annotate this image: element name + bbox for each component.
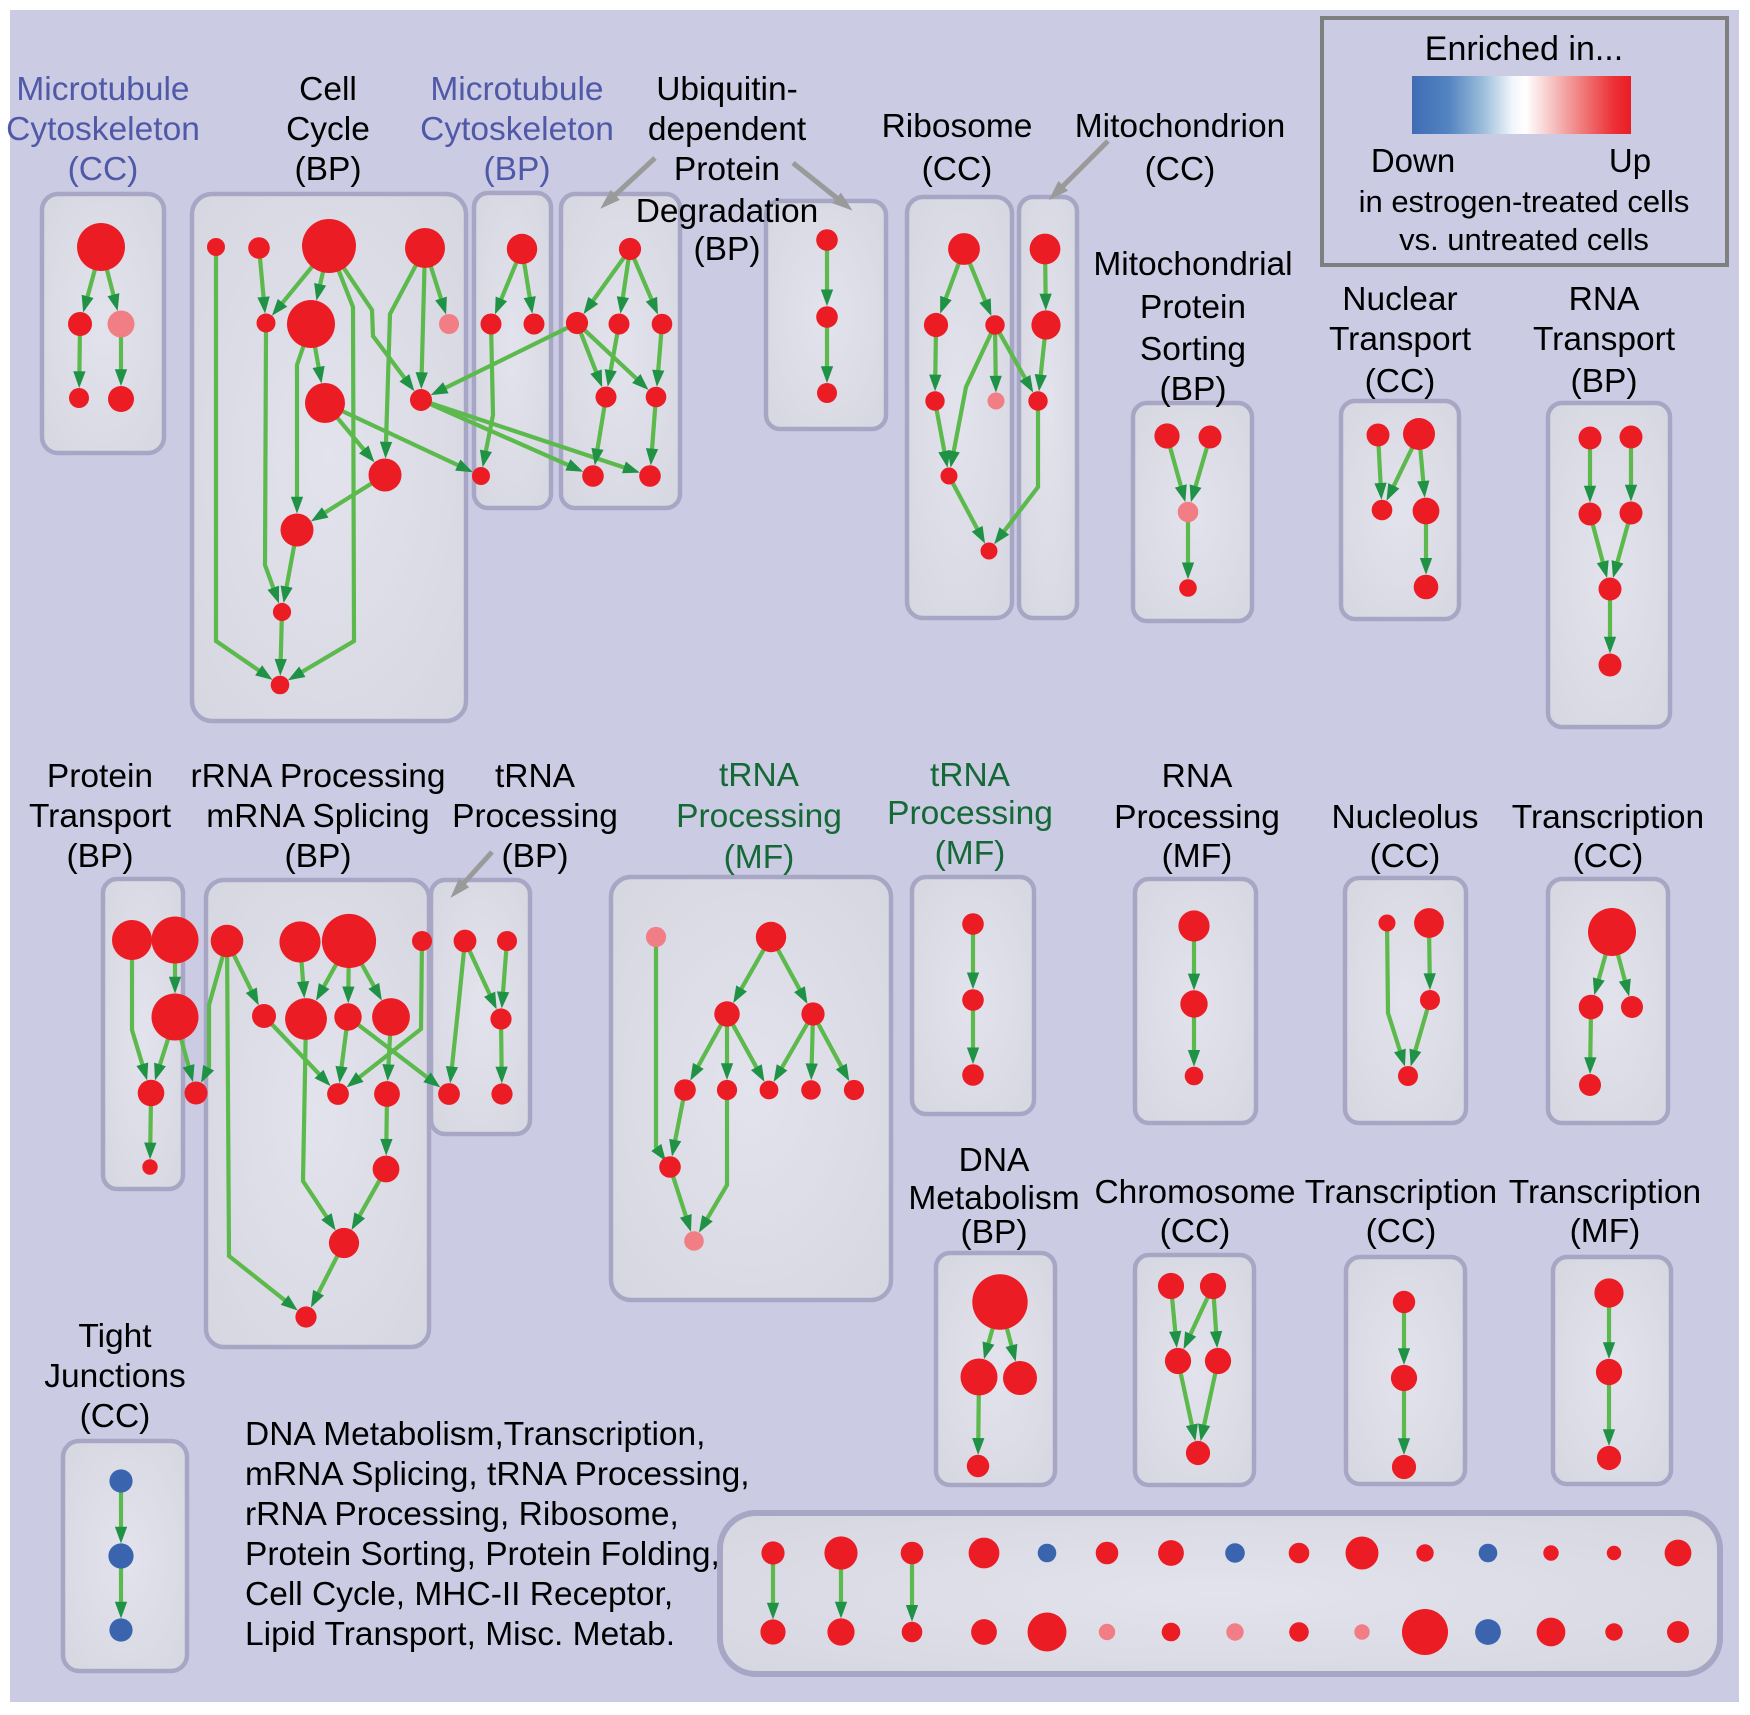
svg-text:(BP): (BP) [961, 1214, 1028, 1251]
svg-text:Microtubule: Microtubule [430, 71, 603, 108]
svg-text:(MF): (MF) [935, 835, 1006, 872]
svg-text:Transport: Transport [29, 798, 172, 835]
svg-text:(BP): (BP) [484, 151, 551, 188]
svg-text:tRNA: tRNA [930, 757, 1011, 794]
svg-text:Ubiquitin-: Ubiquitin- [656, 71, 798, 108]
svg-text:Cell: Cell [299, 71, 357, 108]
svg-text:DNA: DNA [959, 1142, 1030, 1179]
svg-text:Protein: Protein [674, 151, 780, 188]
svg-text:(BP): (BP) [67, 838, 134, 875]
svg-text:Protein: Protein [47, 758, 153, 795]
svg-text:(CC): (CC) [1370, 838, 1441, 875]
svg-text:Degradation: Degradation [636, 193, 819, 230]
svg-text:Cell Cycle, MHC-II Receptor,: Cell Cycle, MHC-II Receptor, [245, 1576, 673, 1613]
svg-text:Nucleolus: Nucleolus [1331, 799, 1478, 836]
svg-text:vs. untreated cells: vs. untreated cells [1399, 222, 1649, 257]
svg-text:Protein Sorting, Protein Foldi: Protein Sorting, Protein Folding, [245, 1536, 720, 1573]
svg-text:Mitochondrion: Mitochondrion [1075, 108, 1285, 145]
svg-text:Sorting: Sorting [1140, 331, 1246, 368]
svg-text:Mitochondrial: Mitochondrial [1093, 246, 1292, 283]
svg-text:Transport: Transport [1329, 321, 1472, 358]
svg-text:tRNA: tRNA [495, 758, 576, 795]
svg-text:Metabolism: Metabolism [908, 1180, 1079, 1217]
svg-text:(CC): (CC) [1366, 1213, 1437, 1250]
svg-text:DNA Metabolism,Transcription,: DNA Metabolism,Transcription, [245, 1416, 705, 1453]
svg-text:Microtubule: Microtubule [16, 71, 189, 108]
svg-text:in estrogen-treated cells: in estrogen-treated cells [1359, 184, 1690, 219]
svg-text:(CC): (CC) [80, 1398, 151, 1435]
svg-text:Chromosome: Chromosome [1094, 1174, 1295, 1211]
svg-text:Processing: Processing [887, 795, 1053, 832]
svg-text:Transcription: Transcription [1512, 799, 1704, 836]
svg-text:mRNA Splicing, tRNA Processing: mRNA Splicing, tRNA Processing, [245, 1456, 750, 1493]
svg-text:(CC): (CC) [1145, 151, 1216, 188]
svg-text:(BP): (BP) [295, 151, 362, 188]
svg-text:Cytoskeleton: Cytoskeleton [420, 111, 614, 148]
svg-text:(BP): (BP) [1160, 371, 1227, 408]
svg-text:Transcription: Transcription [1305, 1174, 1497, 1211]
svg-text:(CC): (CC) [1365, 363, 1436, 400]
svg-text:(BP): (BP) [502, 838, 569, 875]
svg-text:RNA: RNA [1162, 758, 1233, 795]
svg-text:Processing: Processing [676, 798, 842, 835]
svg-text:(BP): (BP) [1571, 363, 1638, 400]
svg-text:rRNA Processing, Ribosome,: rRNA Processing, Ribosome, [245, 1496, 679, 1533]
svg-text:(MF): (MF) [1162, 838, 1233, 875]
svg-text:RNA: RNA [1569, 281, 1640, 318]
svg-text:mRNA Splicing: mRNA Splicing [206, 798, 429, 835]
svg-text:Cytoskeleton: Cytoskeleton [6, 111, 200, 148]
svg-text:Processing: Processing [1114, 799, 1280, 836]
svg-text:dependent: dependent [648, 111, 807, 148]
svg-text:Lipid Transport, Misc. Metab.: Lipid Transport, Misc. Metab. [245, 1616, 675, 1653]
svg-text:(CC): (CC) [1573, 838, 1644, 875]
svg-text:Ribosome: Ribosome [882, 108, 1033, 145]
svg-text:(MF): (MF) [724, 839, 795, 876]
svg-text:(CC): (CC) [68, 151, 139, 188]
svg-text:(CC): (CC) [1160, 1213, 1231, 1250]
svg-text:Cycle: Cycle [286, 111, 370, 148]
svg-text:(MF): (MF) [1570, 1213, 1641, 1250]
svg-text:(BP): (BP) [694, 231, 761, 268]
svg-text:Enriched in...: Enriched in... [1425, 30, 1623, 68]
svg-text:Down: Down [1371, 142, 1455, 179]
svg-text:Nuclear: Nuclear [1342, 281, 1457, 318]
svg-text:(CC): (CC) [922, 151, 993, 188]
svg-text:Transcription: Transcription [1509, 1174, 1701, 1211]
svg-text:Tight: Tight [78, 1318, 152, 1355]
svg-text:(BP): (BP) [285, 838, 352, 875]
svg-text:Junctions: Junctions [44, 1358, 186, 1395]
svg-text:Transport: Transport [1533, 321, 1676, 358]
svg-text:tRNA: tRNA [719, 757, 800, 794]
svg-text:Processing: Processing [452, 798, 618, 835]
svg-text:rRNA Processing: rRNA Processing [190, 758, 445, 795]
svg-text:Protein: Protein [1140, 289, 1246, 326]
svg-text:Up: Up [1609, 142, 1651, 179]
